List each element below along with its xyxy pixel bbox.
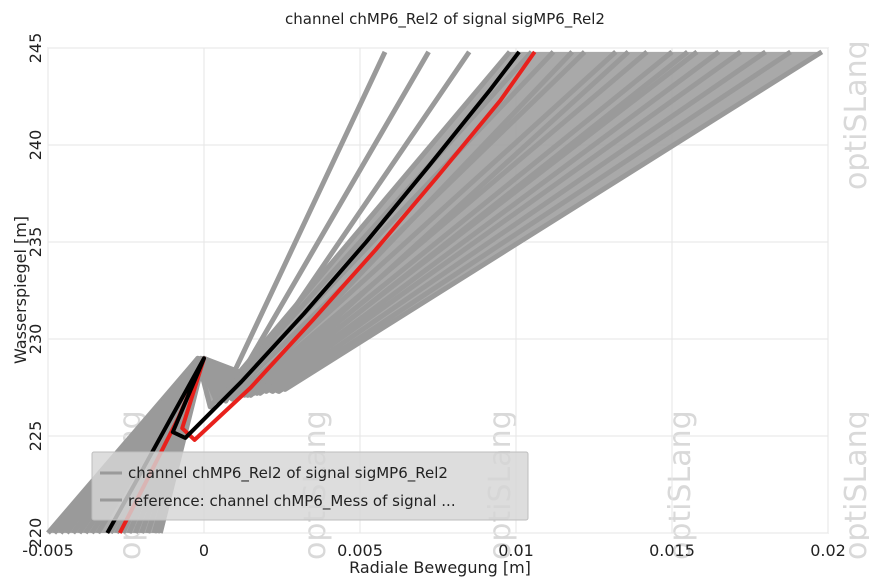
plot-area <box>46 47 829 535</box>
x-tick-label: -0.005 <box>22 541 74 560</box>
x-tick-labels: -0.005 0 0.005 0.01 0.015 0.02 <box>22 541 846 560</box>
y-axis-label: Wasserspiegel [m] <box>11 216 30 364</box>
y-tick-label: 235 <box>26 227 45 258</box>
legend-entry-reference: reference: channel chMP6_Mess of signal … <box>128 492 456 511</box>
x-tick-label: 0 <box>199 541 209 560</box>
y-tick-label: 225 <box>26 421 45 452</box>
highlight-lines <box>105 50 537 534</box>
main-line <box>105 50 521 534</box>
x-tick-label: 0.02 <box>810 541 846 560</box>
legend-box <box>91 451 529 521</box>
ensemble-lines <box>46 49 824 535</box>
y-tick-label: 220 <box>26 518 45 549</box>
watermark-text: optiSLang <box>839 410 869 560</box>
legend: channel chMP6_Rel2 of signal sigMP6_Rel2… <box>91 451 529 521</box>
x-tick-label: 0.015 <box>649 541 695 560</box>
y-tick-label: 240 <box>26 130 45 161</box>
ensemble-band <box>48 51 822 534</box>
y-tick-label: 245 <box>26 33 45 64</box>
y-tick-label: 230 <box>26 324 45 355</box>
legend-entry-ensemble: channel chMP6_Rel2 of signal sigMP6_Rel2 <box>128 464 448 483</box>
chart-title: channel chMP6_Rel2 of signal sigMP6_Rel2 <box>285 10 605 29</box>
y-tick-labels: 220 225 230 235 240 245 <box>26 33 45 549</box>
x-tick-label: 0.005 <box>337 541 383 560</box>
x-tick-label: 0.01 <box>498 541 534 560</box>
watermark-text: optiSLang <box>663 410 698 560</box>
x-axis-label: Radiale Bewegung [m] <box>349 558 531 577</box>
watermark-text: optiSLang <box>839 40 869 190</box>
